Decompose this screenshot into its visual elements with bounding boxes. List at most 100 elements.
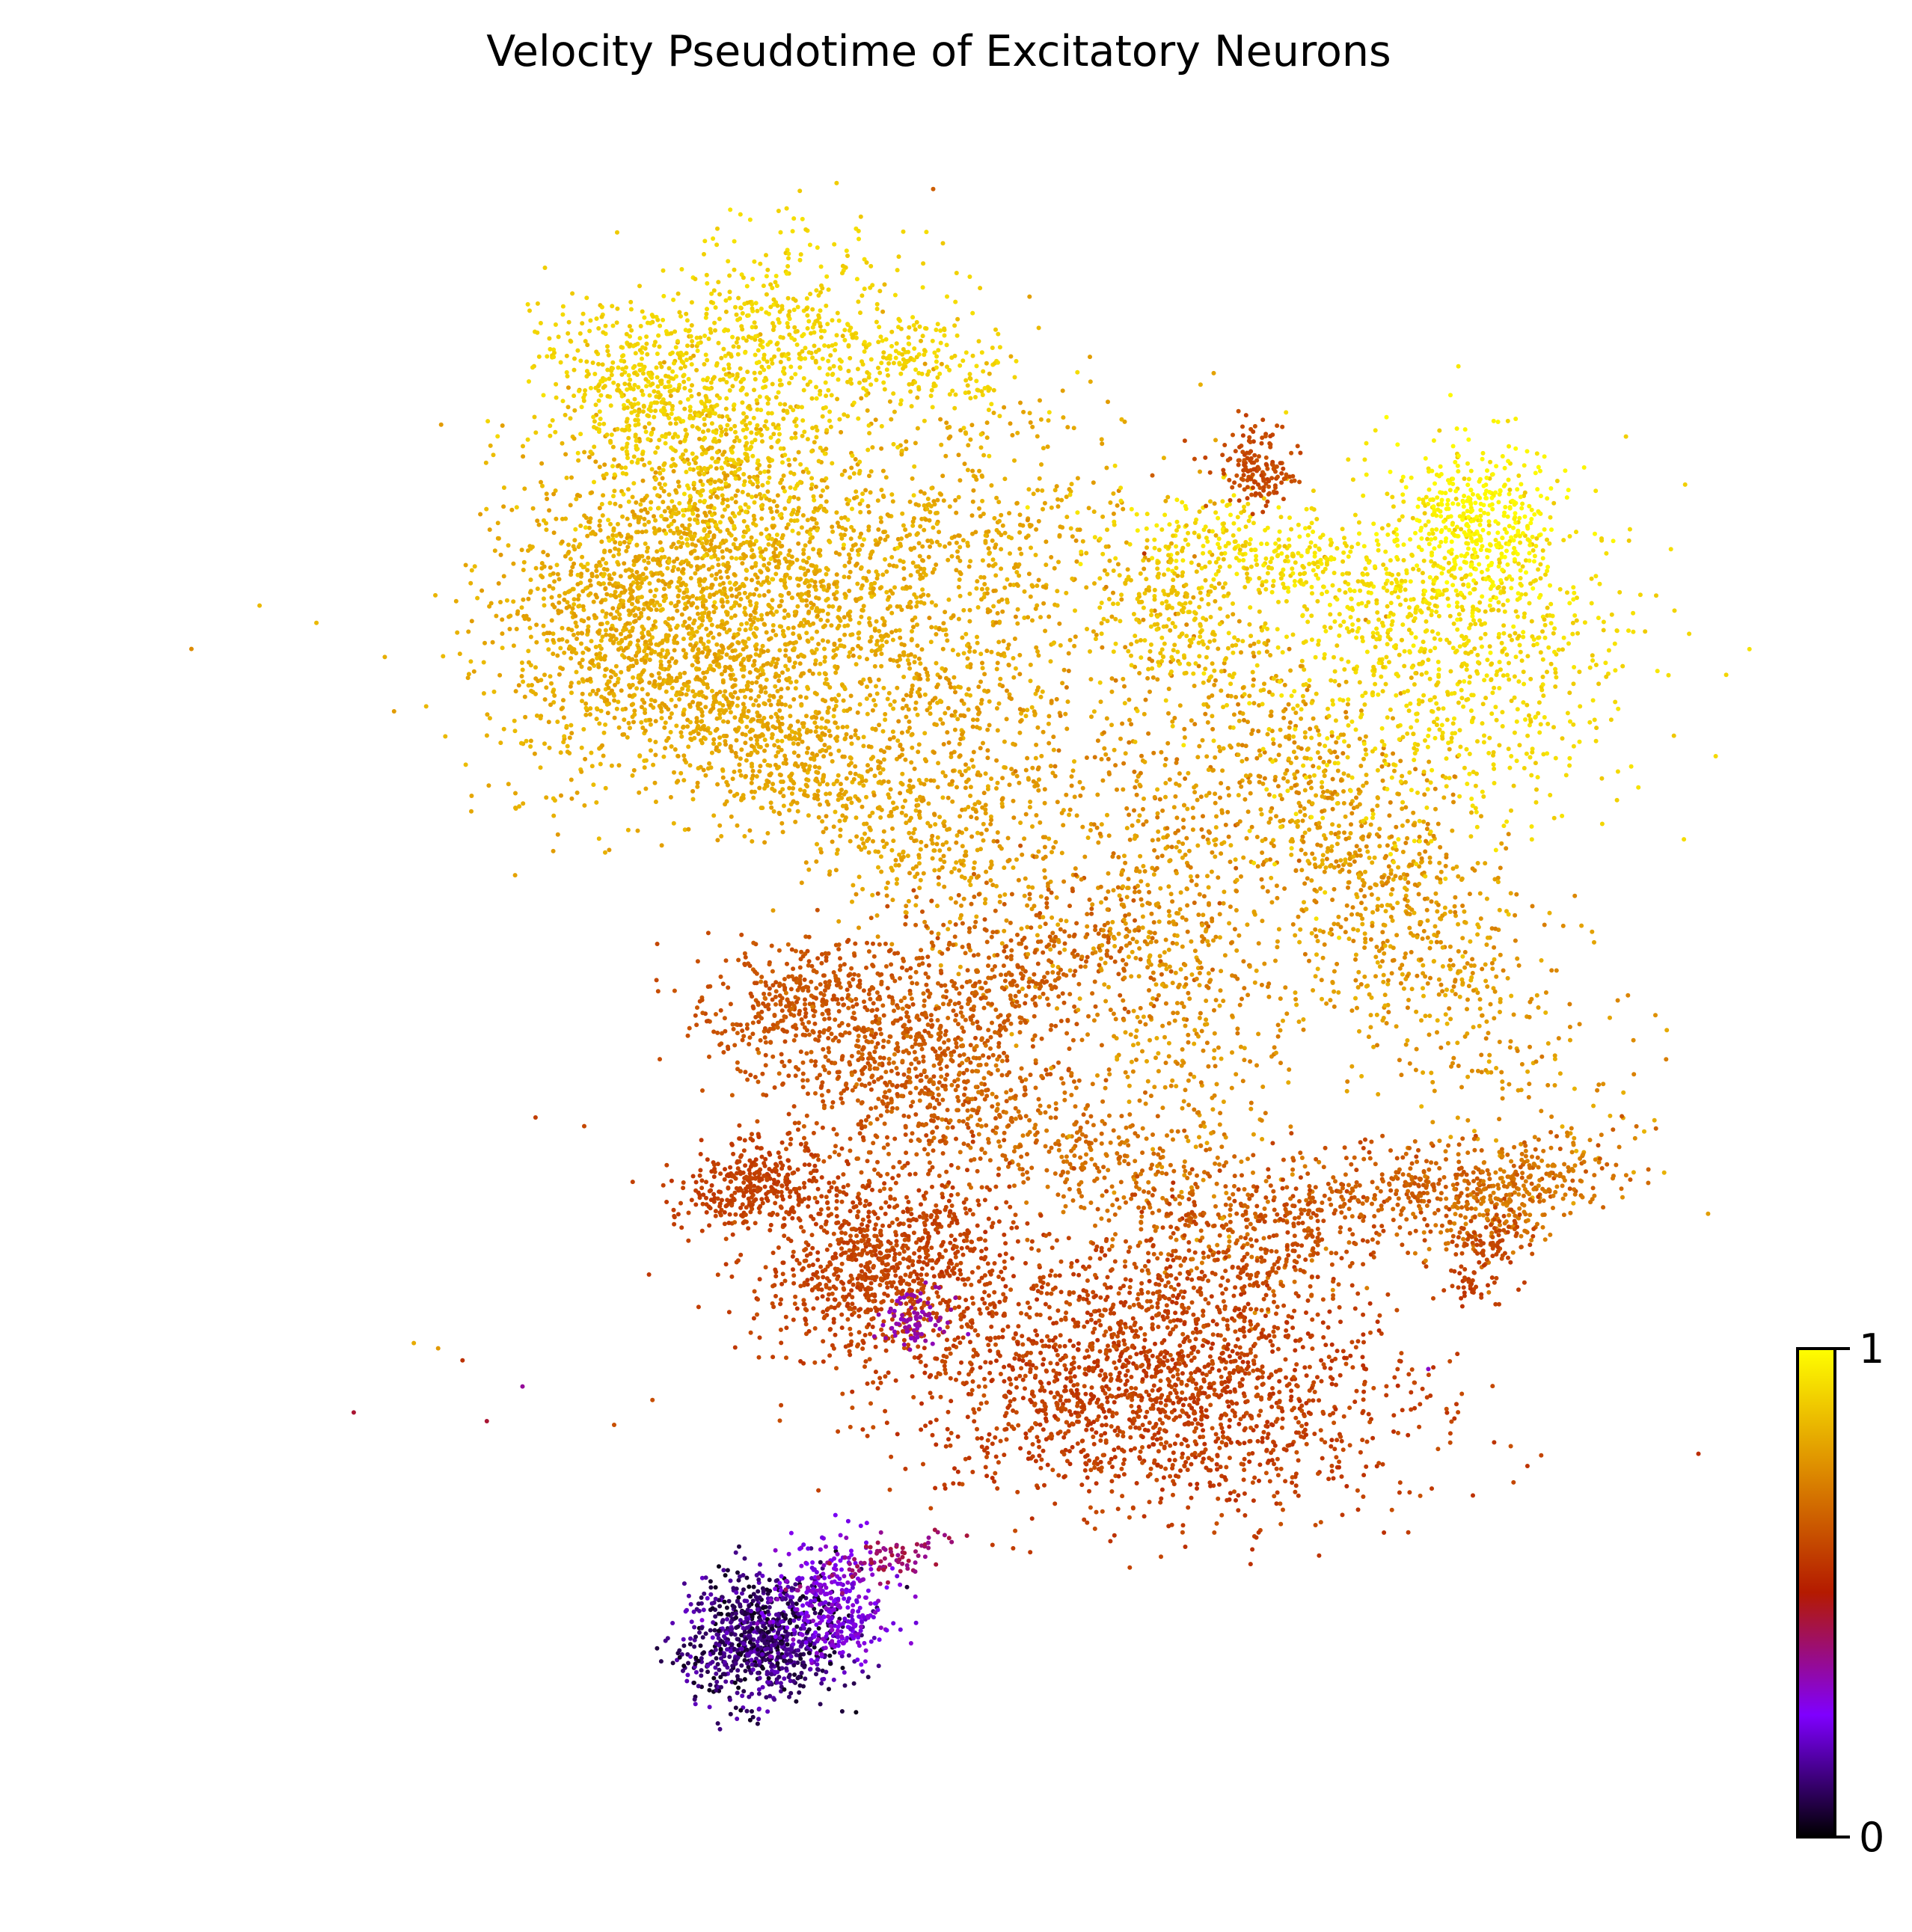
scatter-point: [711, 592, 717, 597]
scatter-point: [644, 334, 649, 340]
scatter-point: [681, 595, 686, 601]
scatter-point: [845, 322, 850, 327]
scatter-point: [1125, 567, 1130, 572]
scatter-point: [727, 531, 732, 536]
scatter-point: [854, 815, 859, 821]
scatter-point: [1029, 583, 1035, 588]
scatter-point: [765, 489, 770, 494]
scatter-point: [572, 408, 577, 413]
scatter-point: [947, 425, 952, 429]
scatter-point: [788, 640, 793, 645]
scatter-point: [688, 643, 693, 647]
scatter-point: [781, 803, 786, 809]
scatter-point: [568, 556, 573, 562]
scatter-point: [987, 563, 991, 568]
scatter-point: [1017, 546, 1023, 551]
scatter-point: [764, 310, 769, 315]
scatter-point: [929, 625, 934, 630]
scatter-point: [822, 743, 827, 747]
scatter-point: [789, 435, 794, 441]
scatter-point: [681, 724, 686, 729]
scatter-point: [657, 465, 662, 470]
scatter-point: [613, 589, 618, 595]
scatter-point: [755, 484, 760, 489]
scatter-point: [626, 372, 631, 378]
scatter-point: [770, 786, 775, 791]
scatter-point: [779, 738, 785, 743]
scatter-point: [576, 593, 581, 598]
scatter-point: [1115, 503, 1120, 508]
scatter-point: [753, 352, 758, 358]
scatter-point: [597, 506, 602, 511]
scatter-point: [663, 435, 668, 440]
scatter-point: [598, 657, 604, 662]
scatter-point: [810, 307, 815, 312]
scatter-point: [719, 625, 724, 630]
scatter-point: [708, 765, 714, 770]
scatter-point: [804, 631, 809, 636]
scatter-point: [830, 461, 835, 466]
scatter-point: [667, 366, 672, 371]
scatter-point: [917, 553, 922, 559]
scatter-point: [637, 790, 642, 795]
scatter-point: [1020, 523, 1026, 528]
scatter-point: [735, 372, 740, 377]
scatter-point: [654, 365, 659, 370]
scatter-point: [801, 332, 806, 337]
scatter-point: [601, 581, 606, 586]
scatter-point: [551, 689, 556, 694]
scatter-point: [776, 559, 781, 564]
scatter-point: [779, 382, 784, 387]
scatter-point: [639, 508, 644, 513]
scatter-point: [512, 873, 518, 878]
scatter-point: [506, 543, 511, 548]
scatter-point: [626, 720, 631, 726]
scatter-point: [967, 591, 972, 596]
scatter-point: [830, 529, 836, 534]
scatter-point: [663, 441, 668, 446]
scatter-point: [780, 670, 785, 675]
scatter-point: [637, 616, 642, 621]
scatter-point: [627, 539, 632, 544]
scatter-point: [586, 624, 591, 629]
scatter-point: [580, 677, 585, 682]
scatter-point: [691, 621, 696, 626]
scatter-point: [640, 478, 646, 483]
scatter-point: [715, 226, 720, 231]
scatter-point: [724, 396, 729, 401]
scatter-point: [978, 445, 984, 450]
scatter-point: [976, 339, 981, 344]
scatter-point: [665, 622, 670, 627]
scatter-point: [786, 256, 791, 261]
scatter-point: [669, 601, 674, 606]
scatter-point: [720, 703, 726, 708]
scatter-point: [735, 488, 741, 494]
scatter-point: [589, 490, 595, 495]
scatter-point: [649, 627, 655, 632]
scatter-point: [614, 320, 619, 325]
scatter-point: [495, 434, 500, 439]
scatter-point: [823, 380, 828, 385]
scatter-point: [750, 554, 756, 559]
scatter-point: [728, 655, 733, 660]
scatter-point: [776, 542, 781, 547]
scatter-point: [742, 479, 747, 484]
scatter-point: [1015, 430, 1020, 435]
scatter-point: [625, 516, 630, 521]
scatter-point: [693, 456, 697, 461]
scatter-point: [865, 447, 871, 453]
scatter-point: [511, 599, 516, 604]
scatter-point: [594, 568, 599, 574]
scatter-point: [687, 523, 692, 528]
scatter-point: [757, 769, 762, 774]
scatter-point: [664, 634, 669, 639]
scatter-point: [729, 586, 734, 592]
scatter-point: [750, 306, 755, 311]
scatter-point: [970, 353, 975, 358]
scatter-point: [591, 414, 596, 420]
scatter-point: [957, 593, 963, 598]
scatter-point: [484, 733, 489, 738]
scatter-point: [957, 363, 963, 368]
scatter-point: [802, 792, 806, 797]
scatter-point: [645, 510, 650, 515]
